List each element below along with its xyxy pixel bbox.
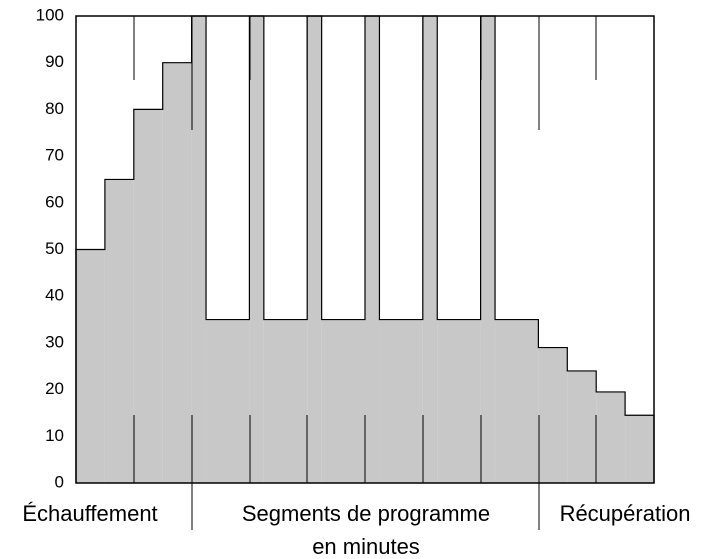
step-bar [567,370,597,483]
step-bar [76,249,105,483]
step-outline [75,15,655,483]
y-tick-label: 50 [45,239,64,258]
y-tick-label: 0 [55,472,64,491]
y-tick-label: 40 [45,286,64,305]
step-bar [625,415,654,483]
y-tick-label: 80 [45,99,64,118]
step-bar [379,319,423,483]
step-bar [104,179,134,483]
step-bar [191,16,207,483]
step-bar [133,109,163,484]
y-tick-label: 10 [45,426,64,445]
minute-lines [133,16,597,530]
y-tick-label: 60 [45,192,64,211]
step-bar [596,391,626,483]
step-bar [162,62,192,483]
y-tick-label: 90 [45,52,64,71]
step-bar [495,319,539,483]
step-bar [307,16,322,483]
step-bar [249,16,264,483]
plot-area [75,15,655,484]
step-bar [437,319,481,483]
step-bar [206,319,250,483]
section-label: Segments de programme [242,501,490,526]
x-axis-label: en minutes [312,534,420,559]
plot-frame [75,15,655,484]
y-tick-label: 100 [36,5,64,24]
y-tick-label: 20 [45,379,64,398]
step-bar [538,347,568,483]
step-bar [422,16,438,483]
section-label: Échauffement [22,501,157,526]
section-label: Récupération [560,501,691,526]
y-tick-label: 70 [45,146,64,165]
step-bar [263,319,308,483]
step-bar [480,16,496,483]
step-bar [365,16,380,483]
step-bar [321,319,365,483]
y-tick-label: 30 [45,332,64,351]
